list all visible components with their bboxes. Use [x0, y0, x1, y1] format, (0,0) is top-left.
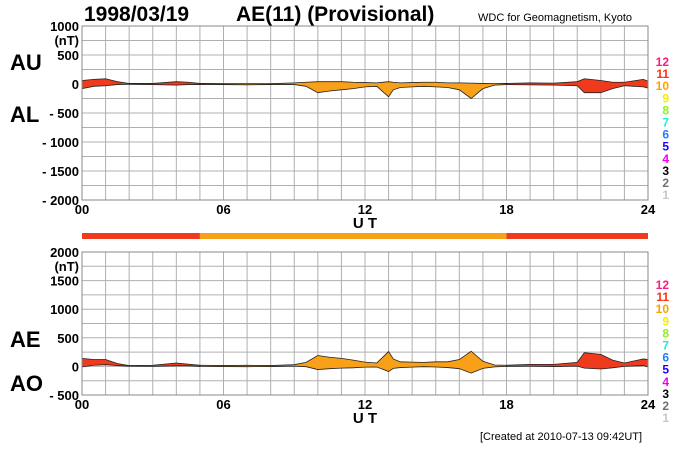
station-count-legend-item: 3 — [662, 387, 669, 401]
y-tick-label: - 2000 — [42, 193, 79, 208]
station-count-legend-item: 12 — [656, 55, 670, 69]
station-count-legend-item: 8 — [662, 326, 669, 340]
y-tick-label: 500 — [57, 48, 79, 63]
y-tick-label: 0 — [72, 77, 79, 92]
y-tick-label: 1500 — [50, 274, 79, 289]
x-tick-label: 06 — [216, 397, 230, 412]
x-tick-label: 12 — [358, 202, 372, 217]
upper-series-label: AU — [10, 50, 42, 75]
date-label: 1998/03/19 — [84, 3, 190, 26]
station-count-legend-item: 4 — [662, 375, 669, 389]
station-count-legend-item: 1 — [662, 188, 669, 202]
station-count-bar-segment — [199, 233, 507, 239]
lower-series-label: AL — [10, 102, 39, 127]
organization-label: WDC for Geomagnetism, Kyoto — [478, 12, 633, 24]
y-tick-label: - 1500 — [42, 164, 79, 179]
station-count-legend-item: 11 — [656, 290, 669, 304]
station-count-legend-item: 5 — [662, 140, 669, 154]
x-tick-label: 24 — [641, 397, 656, 412]
station-count-legend-item: 12 — [656, 278, 670, 292]
station-count-legend-item: 9 — [662, 91, 669, 105]
station-count-legend-item: 10 — [656, 302, 670, 316]
upper-series-label: AE — [10, 327, 41, 352]
station-count-legend-item: 7 — [662, 339, 669, 353]
x-tick-label: 00 — [75, 202, 89, 217]
y-tick-label: - 500 — [49, 388, 79, 403]
station-count-legend-item: 2 — [662, 399, 669, 413]
station-count-legend-item: 2 — [662, 176, 669, 190]
station-count-legend-item: 10 — [656, 79, 670, 93]
station-count-bar-segment — [82, 233, 200, 239]
y-tick-label: 2000 — [50, 245, 79, 260]
y-tick-label: 0 — [72, 359, 79, 374]
station-count-legend-item: 8 — [662, 103, 669, 117]
y-tick-label: - 1000 — [42, 135, 79, 150]
station-count-legend-item: 4 — [662, 152, 669, 166]
y-tick-label: 1000 — [50, 19, 79, 34]
unit-label: (nT) — [54, 33, 79, 48]
x-tick-label: 12 — [358, 397, 372, 412]
station-count-legend-item: 7 — [662, 116, 669, 130]
chart-title: AE(11) (Provisional) — [236, 3, 435, 26]
x-tick-label: 18 — [499, 202, 513, 217]
station-count-legend-item: 6 — [662, 128, 669, 142]
y-tick-label: 500 — [57, 331, 79, 346]
station-count-legend-item: 1 — [662, 411, 669, 425]
x-tick-label: 24 — [641, 202, 656, 217]
station-count-legend-item: 11 — [656, 67, 669, 81]
station-count-legend-item: 3 — [662, 164, 669, 178]
x-axis-label: U T — [353, 410, 377, 427]
y-tick-label: 1000 — [50, 302, 79, 317]
index-area-fill — [81, 78, 201, 90]
y-tick-label: - 500 — [49, 106, 79, 121]
lower-series-label: AO — [10, 371, 43, 396]
station-count-legend-item: 5 — [662, 363, 669, 377]
plot-frame — [81, 25, 649, 201]
x-tick-label: 00 — [75, 397, 89, 412]
index-area-fill — [199, 81, 507, 100]
station-count-legend-item: 9 — [662, 314, 669, 328]
x-tick-label: 06 — [216, 202, 230, 217]
created-timestamp: [Created at 2010-07-13 09:42UT] — [480, 431, 643, 443]
station-count-bar-segment — [506, 233, 648, 239]
unit-label: (nT) — [54, 259, 79, 274]
station-count-legend-item: 6 — [662, 351, 669, 365]
index-area-fill — [199, 350, 507, 374]
x-tick-label: 18 — [499, 397, 513, 412]
index-area-fill — [81, 357, 201, 368]
plot-frame — [81, 251, 649, 396]
x-axis-label: U T — [353, 215, 377, 232]
